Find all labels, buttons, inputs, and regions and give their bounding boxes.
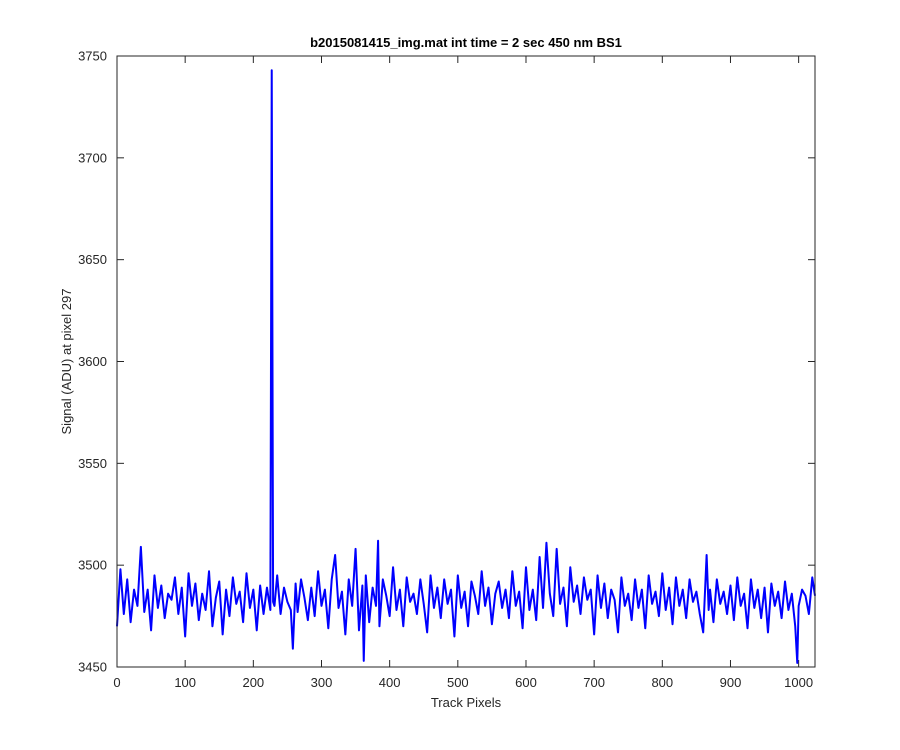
axes-box bbox=[116, 55, 816, 668]
y-tick-label-5: 3700 bbox=[78, 150, 107, 165]
axes-background bbox=[117, 56, 815, 667]
y-axis-label: Signal (ADU) at pixel 297 bbox=[59, 289, 74, 435]
x-tick-label-5: 500 bbox=[447, 675, 469, 690]
y-tick-label-0: 3450 bbox=[78, 660, 107, 675]
x-tick-label-10: 1000 bbox=[784, 675, 813, 690]
x-tick-label-3: 300 bbox=[311, 675, 333, 690]
x-tick-label-6: 600 bbox=[515, 675, 537, 690]
x-tick-label-2: 200 bbox=[242, 675, 264, 690]
y-tick-label-2: 3550 bbox=[78, 456, 107, 471]
series-line-0 bbox=[116, 69, 816, 664]
x-tick-label-1: 100 bbox=[174, 675, 196, 690]
series-group bbox=[116, 69, 816, 664]
tick-labels: 0 100 200 300 400 500 600 700 800 900 1000 3450 3500… bbox=[78, 49, 813, 691]
x-tick-label-4: 400 bbox=[379, 675, 401, 690]
y-tick-label-6: 3750 bbox=[78, 49, 107, 64]
y-tick-label-3: 3600 bbox=[78, 354, 107, 369]
y-tick-label-4: 3650 bbox=[78, 252, 107, 267]
chart-title: b2015081415_img.mat int time = 2 sec 450… bbox=[310, 35, 622, 50]
x-tick-label-7: 700 bbox=[583, 675, 605, 690]
x-tick-label-9: 900 bbox=[720, 675, 742, 690]
y-tick-label-1: 3500 bbox=[78, 558, 107, 573]
x-axis-label: Track Pixels bbox=[431, 695, 502, 710]
x-tick-label-0: 0 bbox=[113, 675, 120, 690]
x-tick-label-8: 800 bbox=[651, 675, 673, 690]
